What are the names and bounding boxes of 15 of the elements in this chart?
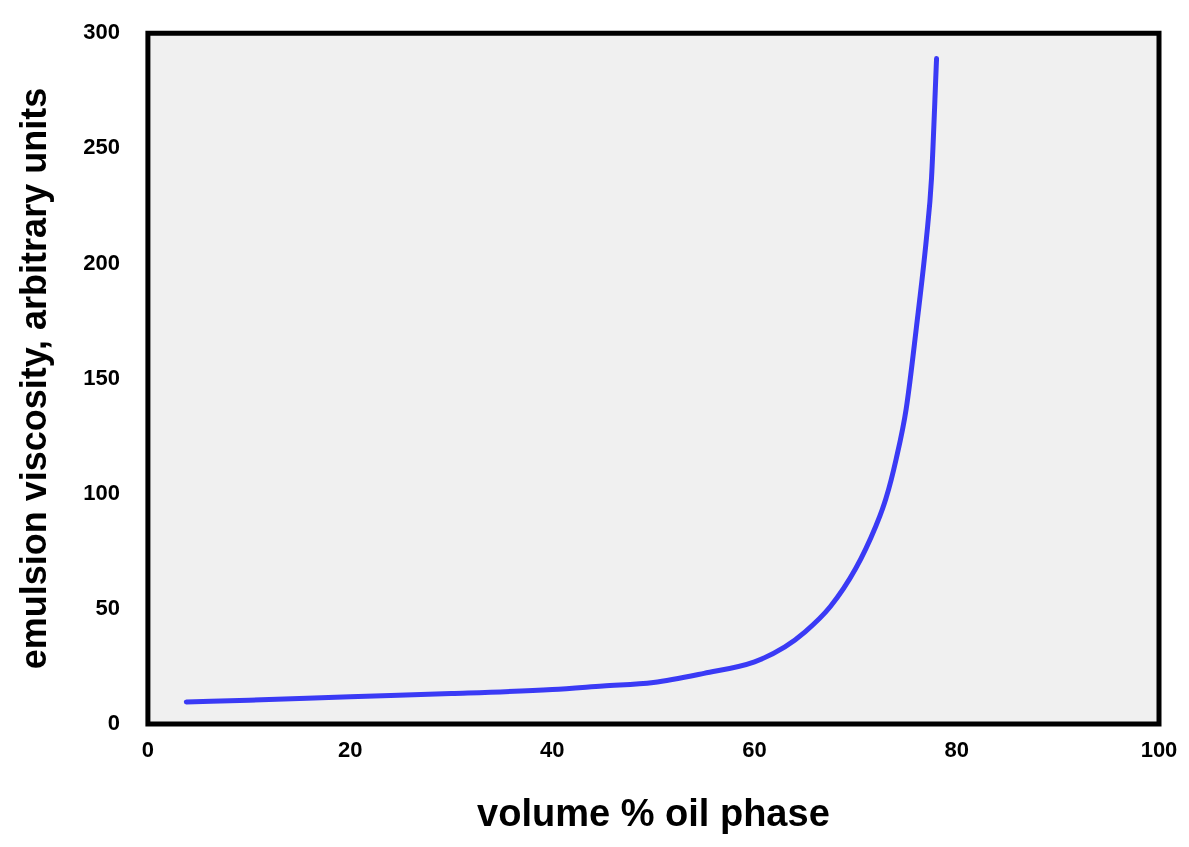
- y-axis-title: emulsion viscosity, arbitrary units: [12, 87, 54, 670]
- y-tick-label: 50: [95, 594, 120, 620]
- x-tick-label: 40: [540, 737, 565, 763]
- x-tick-label: 100: [1140, 737, 1178, 763]
- y-tick-label: 100: [83, 479, 120, 505]
- y-tick-label: 250: [83, 134, 120, 160]
- x-axis-title: volume % oil phase: [477, 791, 830, 834]
- x-tick-label: 20: [337, 737, 363, 763]
- x-tick-label: 60: [742, 737, 767, 763]
- x-tick-label: 0: [141, 737, 155, 763]
- y-tick-label: 0: [107, 710, 120, 736]
- y-tick-label: 300: [83, 19, 120, 45]
- y-tick-label: 200: [83, 249, 120, 275]
- y-tick-label: 150: [83, 364, 120, 390]
- x-tick-label: 80: [944, 737, 970, 763]
